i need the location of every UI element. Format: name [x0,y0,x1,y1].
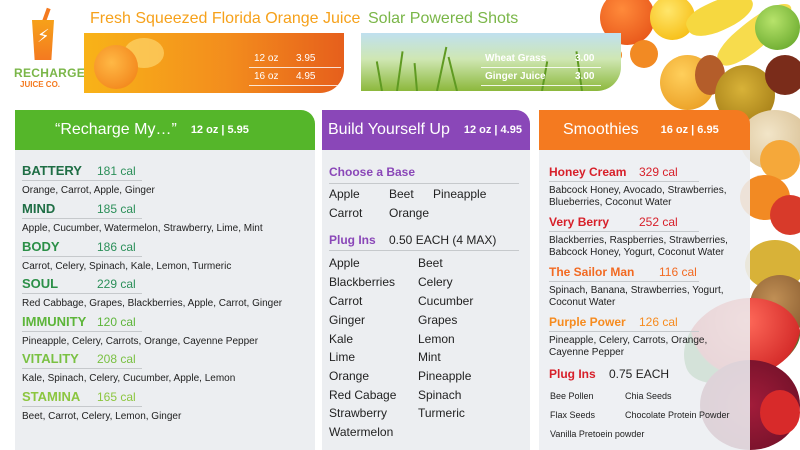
plugin-option: Strawberry [329,406,388,420]
smoothie-name: Purple Power [549,315,626,329]
plugin-option: Ginger [329,313,366,327]
juice-ingredients: Apple, Cucumber, Watermelon, Strawberry,… [22,223,263,234]
orange-juice-title: Fresh Squeezed Florida Orange Juice [90,10,361,27]
juice-calories: 185 cal [97,202,136,216]
shots-banner: Wheat Grass 3.00 Ginger Juice 3.00 [361,33,621,91]
juice-calories: 181 cal [97,164,136,178]
plugin-option: Pineapple [418,369,472,383]
juice-name: SOUL [22,276,59,291]
build-header: Build Yourself Up 12 oz | 4.95 [322,110,530,150]
orange-juice-banner: 12 oz 3.95 16 oz 4.95 [84,33,344,93]
smoothie-plugin: Chocolate Protein Powder [625,410,730,420]
oj-price-row: 16 oz 4.95 [254,71,316,82]
smoothies-header: Smoothies 16 oz | 6.95 [539,110,750,150]
orange-icon [94,45,138,89]
smoothie-plugins-heading: Plug Ins [549,367,596,381]
juice-calories: 208 cal [97,352,136,366]
juice-calories: 120 cal [97,315,136,329]
plugin-option: Grapes [418,313,458,327]
build-title: Build Yourself Up [328,121,450,138]
smoothies-title: Smoothies [563,121,639,138]
juice-name: IMMUNITY [22,314,87,329]
smoothie-ingredients: Spinach, Banana, Strawberries, Yogurt, C… [549,285,724,308]
brand-logo: ⚡ RECHARGE JUICE CO. [10,7,85,92]
smoothie-calories: 329 cal [639,165,678,179]
plugin-option: Apple [329,256,360,270]
plugin-option: Lime [329,350,356,364]
base-heading: Choose a Base [329,165,416,179]
plugin-option: Blackberries [329,275,396,289]
smoothie-plugin: Bee Pollen [550,391,594,401]
build-menu: Choose a Base Apple Beet Pineapple Carro… [322,150,530,450]
juice-calories: 229 cal [97,277,136,291]
recharge-header: “Recharge My…” 12 oz | 5.95 [15,110,315,150]
base-option: Apple [329,187,360,201]
juice-ingredients: Red Cabbage, Grapes, Blackberries, Apple… [22,298,283,309]
smoothie-calories: 252 cal [639,215,678,229]
recharge-title: “Recharge My…” [55,121,177,138]
juice-ingredients: Beet, Carrot, Celery, Lemon, Ginger [22,411,182,422]
base-option: Beet [389,187,414,201]
base-option: Orange [389,206,430,220]
smoothie-plugin: Vanilla Pretoein powder [550,429,645,439]
plugin-option: Watermelon [329,425,394,439]
plugin-option: Red Cabage [329,388,397,402]
juice-ingredients: Pineapple, Celery, Carrots, Orange, Caye… [22,336,259,347]
plugin-option: Spinach [418,388,462,402]
juice-ingredients: Carrot, Celery, Spinach, Kale, Lemon, Tu… [22,261,232,272]
plugin-option: Turmeric [418,406,465,420]
juice-calories: 186 cal [97,240,136,254]
juice-ingredients: Kale, Spinach, Celery, Cucumber, Apple, … [22,373,236,384]
plugins-heading: Plug Ins [329,233,376,247]
recharge-menu: BATTERY 181 cal Orange, Carrot, Apple, G… [15,150,315,450]
smoothie-calories: 116 cal [659,265,697,279]
shots-title: Solar Powered Shots [368,10,519,27]
plugins-price: 0.50 EACH (4 MAX) [389,233,497,247]
plugin-option: Orange [329,369,370,383]
juice-calories: 165 cal [97,390,136,404]
smoothies-price: 16 oz | 6.95 [660,124,719,136]
shot-row: Wheat Grass 3.00 [485,53,595,64]
plugin-option: Lemon [418,332,455,346]
plugin-option: Beet [418,256,443,270]
smoothie-ingredients: Pineapple, Celery, Carrots, Orange, Caye… [549,335,708,358]
smoothies-menu: Honey Cream 329 cal Babcock Honey, Avoca… [539,150,750,450]
base-option: Carrot [329,206,363,220]
smoothie-calories: 126 cal [639,315,678,329]
smoothie-ingredients: Babcock Honey, Avocado, Strawberries, Bl… [549,185,727,208]
plugin-option: Carrot [329,294,363,308]
juice-name: STAMINA [22,389,81,404]
build-price: 12 oz | 4.95 [463,124,522,136]
juice-ingredients: Orange, Carrot, Apple, Ginger [22,185,155,196]
smoothie-ingredients: Blackberries, Raspberries, Strawberries,… [549,235,728,258]
smoothie-name: Very Berry [549,215,610,229]
juice-name: MIND [22,201,56,216]
brand-subname: JUICE CO. [20,80,61,89]
juice-name: VITALITY [22,351,79,366]
plugin-option: Cucumber [418,294,474,308]
plugin-option: Mint [418,350,441,364]
base-option: Pineapple [433,187,487,201]
smoothie-name: Honey Cream [549,165,627,179]
smoothie-plugin: Chia Seeds [625,391,672,401]
juice-name: BATTERY [22,163,82,178]
juice-name: BODY [22,239,60,254]
smoothie-plugin: Flax Seeds [550,410,596,420]
plugin-option: Kale [329,332,354,346]
brand-name: RECHARGE [14,66,86,80]
shot-row: Ginger Juice 3.00 [485,71,595,82]
smoothie-name: The Sailor Man [549,265,635,279]
oj-price-row: 12 oz 3.95 [254,53,316,64]
plugin-option: Celery [418,275,453,289]
smoothie-plugins-price: 0.75 EACH [609,367,670,381]
recharge-price: 12 oz | 5.95 [190,124,249,136]
